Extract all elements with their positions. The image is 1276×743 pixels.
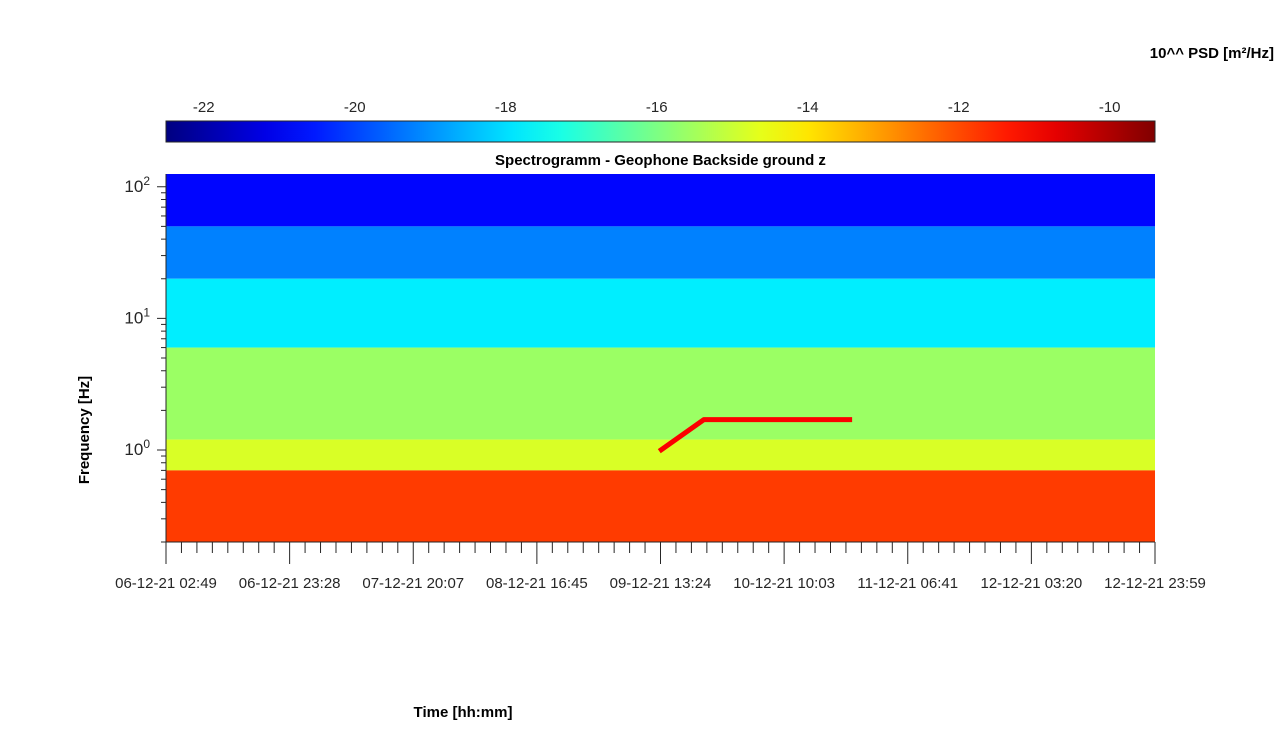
spectrogram-band — [166, 439, 1155, 471]
y-tick-label: 102 — [124, 174, 150, 196]
spectrogram-band — [166, 470, 1155, 542]
x-tick-label: 10-12-21 10:03 — [733, 575, 835, 592]
colorbar-tick-label: -10 — [1099, 99, 1121, 116]
x-tick-label: 06-12-21 02:49 — [115, 575, 217, 592]
colorbar-tick-label: -22 — [193, 99, 215, 116]
colorbar-tick-label: -16 — [646, 99, 668, 116]
colorbar-tick-label: -20 — [344, 99, 366, 116]
x-tick-label: 08-12-21 16:45 — [486, 575, 588, 592]
spectrogram-band — [166, 226, 1155, 279]
colorbar: 10^^ PSD [m²/Hz] -22 -20 -18 -16 -14 -12 -10 — [165, 45, 1274, 143]
colorbar-label: 10^^ PSD [m²/Hz] — [1150, 45, 1274, 62]
spectrogram-band — [166, 174, 1155, 227]
x-axis-label: Time [hh:mm] — [414, 704, 513, 721]
y-axis-ticks: 100 101 102 — [124, 174, 166, 543]
y-tick-label: 100 — [124, 437, 150, 459]
x-tick-label: 07-12-21 20:07 — [362, 575, 464, 592]
colorbar-gradient — [165, 120, 1156, 143]
chart-title: Spectrogramm - Geophone Backside ground … — [495, 152, 826, 169]
x-tick-label: 06-12-21 23:28 — [239, 575, 341, 592]
x-tick-label: 09-12-21 13:24 — [610, 575, 712, 592]
x-tick-label: 11-12-21 06:41 — [857, 575, 958, 592]
colorbar-tick-label: -18 — [495, 99, 517, 116]
y-tick-label: 101 — [124, 305, 150, 327]
colorbar-tick-label: -12 — [948, 99, 970, 116]
x-tick-label: 12-12-21 03:20 — [981, 575, 1083, 592]
x-tick-label: 12-12-21 23:59 — [1104, 575, 1206, 592]
spectrogram-band — [166, 278, 1155, 348]
spectrogram-band — [166, 347, 1155, 440]
y-axis-label: Frequency [Hz] — [76, 376, 93, 484]
colorbar-tick-label: -14 — [797, 99, 819, 116]
plot-area — [166, 174, 1155, 542]
x-axis-ticks: 06-12-21 02:49 06-12-21 23:28 07-12-21 20:… — [115, 542, 1206, 592]
tonal-line — [657, 417, 853, 454]
spectrogram-bands — [166, 174, 1155, 542]
